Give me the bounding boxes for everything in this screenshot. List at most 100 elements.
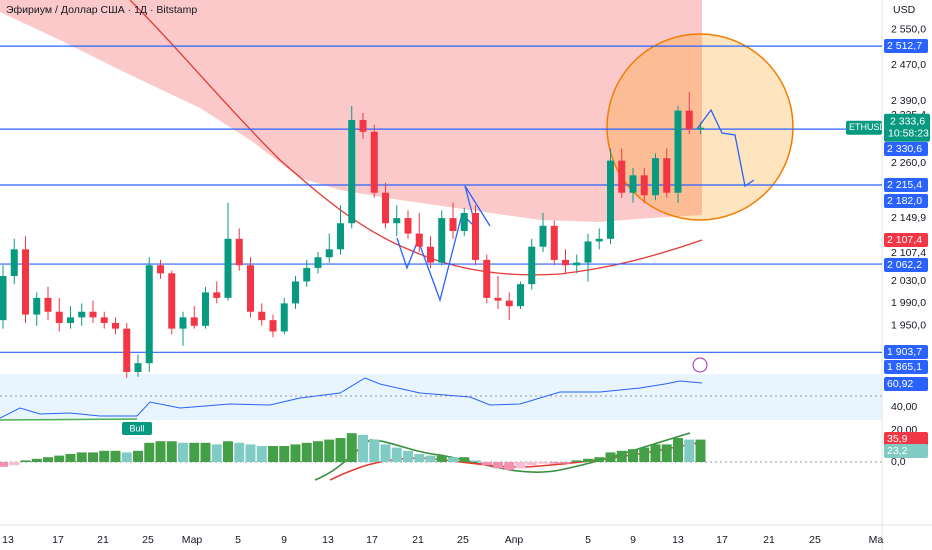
countdown: 10:58:23 (888, 127, 929, 139)
x-tick-label: 5 (235, 534, 241, 546)
macd-bar (211, 444, 222, 462)
candle-body (100, 317, 108, 323)
candle-body (0, 276, 7, 321)
y-tick-label: 2 390,0 (891, 95, 926, 107)
candle-body (618, 160, 626, 193)
macd-bar (403, 450, 413, 462)
macd-bar (0, 462, 8, 467)
candle-body (562, 259, 569, 266)
candle-body (33, 297, 41, 315)
currency: USD (893, 4, 916, 16)
macd-bar (594, 457, 605, 462)
macd-bar (301, 442, 312, 462)
macd-bar (268, 446, 278, 462)
macd-bar (65, 454, 76, 462)
macd-bar (234, 442, 245, 462)
x-tick-label: 25 (457, 534, 469, 546)
candle-body (483, 259, 491, 298)
macd-bar (313, 441, 323, 462)
candle-body (607, 160, 614, 239)
x-tick-label: 21 (412, 534, 424, 546)
x-tick-label: 13 (2, 534, 14, 546)
price-tag: 1 865,1 (887, 361, 922, 373)
candle-body (55, 311, 63, 323)
macd-bar (189, 442, 200, 462)
macd-bar (504, 462, 515, 470)
rsi-band (0, 374, 882, 420)
price-tag-box (884, 360, 928, 374)
rsi-value-box (884, 377, 928, 391)
macd-bar (110, 450, 121, 462)
macd-bar (414, 454, 425, 462)
x-tick-label: 17 (716, 534, 728, 546)
macd-bar (684, 439, 695, 462)
macd-bar (178, 442, 188, 462)
candle-body (550, 225, 558, 260)
macd-bar (481, 462, 492, 466)
candle-body (629, 175, 637, 193)
candle-body (663, 158, 671, 193)
macd-bar (571, 460, 582, 462)
macd-bar (459, 457, 470, 462)
candle-body (449, 218, 457, 231)
candle-body (640, 175, 648, 196)
candle-body (44, 297, 52, 312)
y-tick-label: 1 950,0 (891, 320, 926, 332)
price-tag-box (884, 194, 928, 208)
candle-body (685, 110, 693, 130)
rsi-value: 60,92 (887, 378, 913, 390)
event-icon (692, 357, 708, 373)
candle-body (10, 249, 18, 277)
macd-bar (695, 439, 706, 462)
x-tick-label: 13 (322, 534, 334, 546)
candle-body (393, 218, 401, 224)
macd-bar (515, 462, 526, 469)
candle-body (325, 249, 333, 258)
cloud (0, 0, 702, 222)
macd-bar (223, 441, 233, 462)
x-tick-label: Апр (505, 534, 524, 546)
level-label-box (884, 345, 928, 359)
y-tick-label: 2 550,0 (891, 24, 926, 36)
level-label: 2 512,7 (887, 40, 922, 52)
candle-body (348, 119, 356, 224)
x-tick-label: 9 (281, 534, 287, 546)
price-tag: 2 107,4 (887, 234, 922, 246)
candle-body (539, 225, 547, 247)
macd-bar (9, 462, 20, 466)
macd-bar (20, 460, 31, 462)
x-tick-label: 25 (142, 534, 154, 546)
candle-body (292, 281, 299, 304)
level-label: 2 330,6 (887, 143, 922, 155)
macd-bar (144, 442, 155, 462)
macd-bar (661, 444, 672, 462)
price-label: 2 149,9 (891, 212, 926, 224)
symbol-box (846, 120, 882, 135)
level-label: 2 215,4 (887, 179, 922, 191)
macd-bar (538, 462, 548, 464)
candle-body (235, 238, 243, 266)
x-tick-label: 5 (585, 534, 591, 546)
x-tick-label: 17 (52, 534, 64, 546)
macd-bar (76, 452, 87, 462)
candle-body (269, 320, 277, 332)
level-label-box (884, 178, 928, 192)
candle-body (224, 238, 232, 298)
candle-body (190, 317, 198, 326)
macd-bar (200, 442, 211, 462)
candle-body (157, 265, 164, 274)
candle-body (67, 317, 74, 323)
current-price-box (884, 113, 930, 142)
projection (396, 185, 491, 303)
candle-body (22, 249, 29, 315)
macd-bar (628, 449, 638, 462)
macd-bar (369, 439, 380, 462)
macd-bar (358, 434, 368, 462)
macd-signal-value: 23,2 (887, 445, 908, 457)
candle-body (652, 158, 659, 196)
x-tick-label: 9 (630, 534, 636, 546)
candle-body (517, 284, 524, 307)
macd-bar (121, 452, 132, 462)
candle-body (370, 131, 378, 193)
